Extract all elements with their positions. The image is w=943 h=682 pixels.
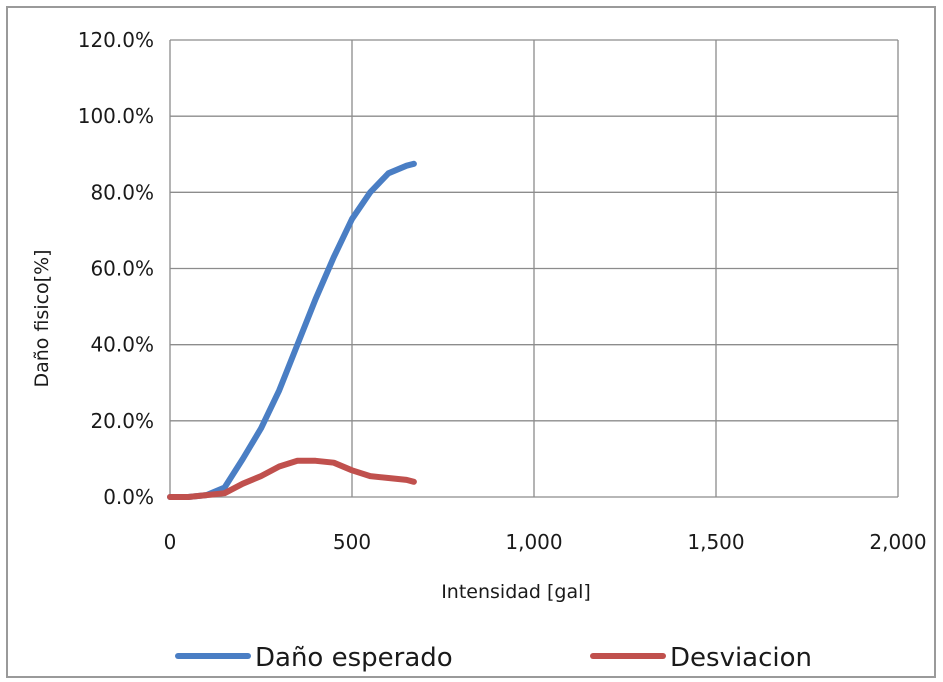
y-tick-label: 120.0% [78,28,154,52]
x-tick-label: 1,500 [687,530,744,554]
x-tick-label: 2,000 [869,530,926,554]
x-tick-label: 0 [164,530,177,554]
x-tick-label: 500 [333,530,371,554]
legend-label: Daño esperado [255,643,453,673]
y-axis-title: Daño fisico[%] [31,249,53,387]
x-axis-title: Intensidad [gal] [441,581,591,603]
x-axis-ticks: 0 500 1,000 1,500 2,000 [164,530,927,554]
y-tick-label: 20.0% [90,409,154,433]
legend: Daño esperado Desviacion [175,643,812,673]
y-tick-label: 80.0% [90,180,154,204]
chart-frame: 0.0% 20.0% 40.0% 60.0% 80.0% 100.0% 120.0% 0 50… [6,6,936,678]
x-tick-label: 1,000 [505,530,562,554]
y-tick-label: 40.0% [90,333,154,357]
y-axis-ticks: 0.0% 20.0% 40.0% 60.0% 80.0% 100.0% 120.0% [78,28,154,509]
series-line [167,160,417,500]
y-tick-label: 0.0% [103,485,154,509]
series-line [167,457,417,500]
y-tick-label: 60.0% [90,257,154,281]
y-tick-label: 100.0% [78,104,154,128]
legend-label: Desviacion [670,643,812,673]
chart-svg: 0.0% 20.0% 40.0% 60.0% 80.0% 100.0% 120.0% 0 50… [31,28,927,673]
grid-lines [169,39,899,498]
series-lines [167,160,417,500]
